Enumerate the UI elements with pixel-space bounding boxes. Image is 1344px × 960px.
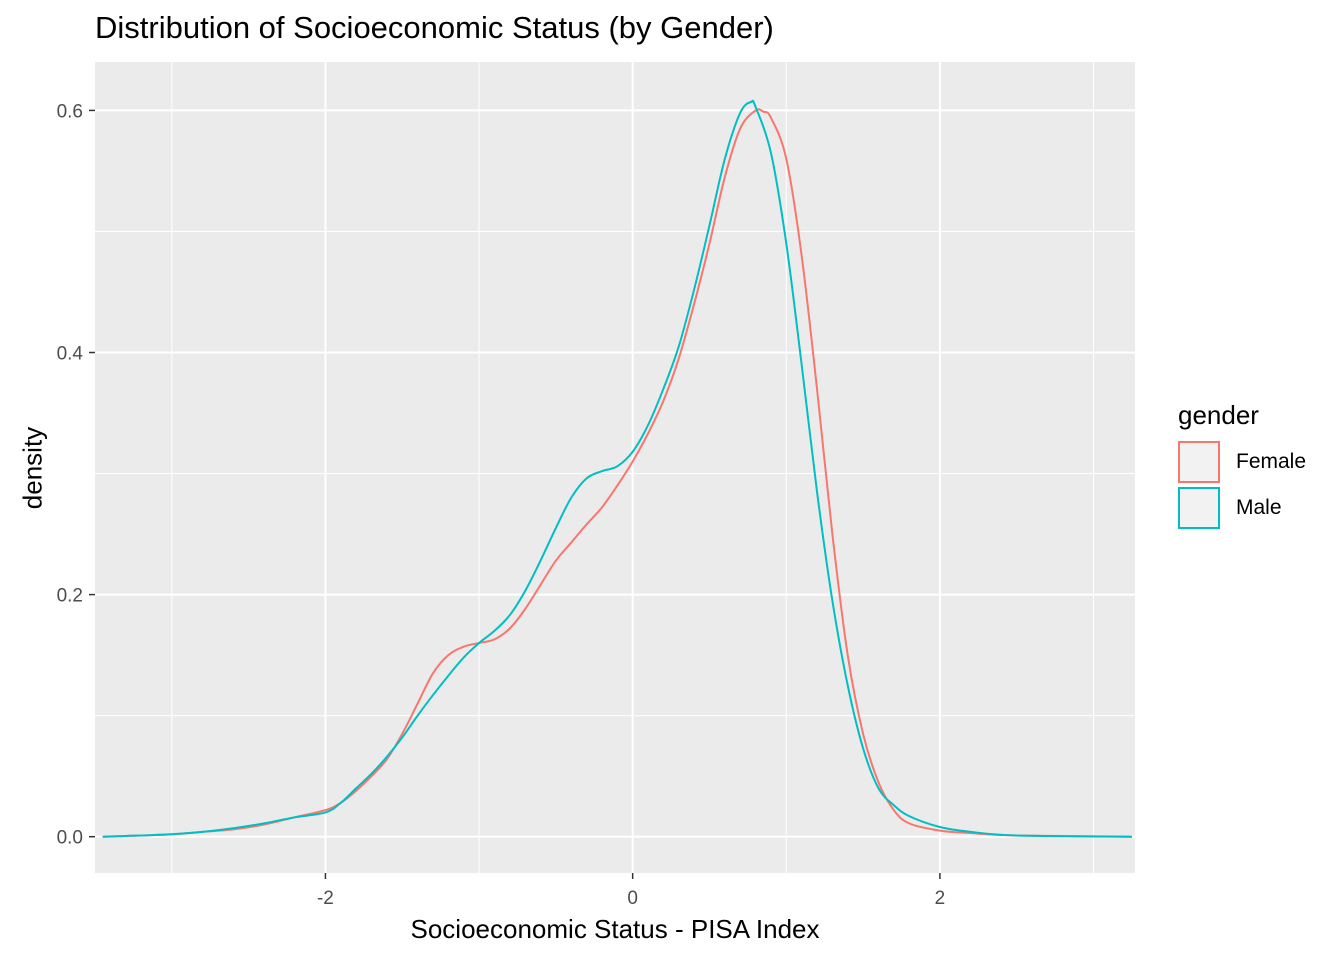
y-axis: 0.0 0.2 0.4 0.6 (57, 101, 95, 849)
legend-item-female: Female (1178, 439, 1306, 485)
x-axis-label: Socioeconomic Status - PISA Index (410, 914, 820, 944)
y-tick-label: 0.2 (57, 586, 83, 607)
legend: gender Female Male (1178, 400, 1306, 531)
legend-key-female (1178, 441, 1220, 483)
major-gridlines (95, 62, 1135, 873)
density-lines (102, 99, 1132, 838)
y-tick-label: 0.0 (57, 828, 83, 849)
x-tick-label: -2 (317, 888, 334, 909)
x-axis: -2 0 2 (317, 873, 945, 909)
x-tick-label: 0 (627, 888, 638, 909)
legend-key-male (1178, 487, 1220, 529)
series-line-female (102, 108, 1132, 838)
legend-label-female: Female (1236, 450, 1307, 473)
y-tick-label: 0.4 (57, 344, 84, 365)
legend-item-male: Male (1178, 485, 1306, 531)
legend-label-male: Male (1236, 496, 1282, 519)
chart-title: Distribution of Socioeconomic Status (by… (95, 10, 774, 45)
x-tick-label: 2 (935, 888, 946, 909)
legend-title: gender (1178, 400, 1259, 430)
y-axis-label: density (17, 426, 48, 510)
minor-gridlines (95, 62, 1135, 873)
y-tick-label: 0.6 (57, 101, 83, 122)
series-line-male (102, 99, 1132, 838)
